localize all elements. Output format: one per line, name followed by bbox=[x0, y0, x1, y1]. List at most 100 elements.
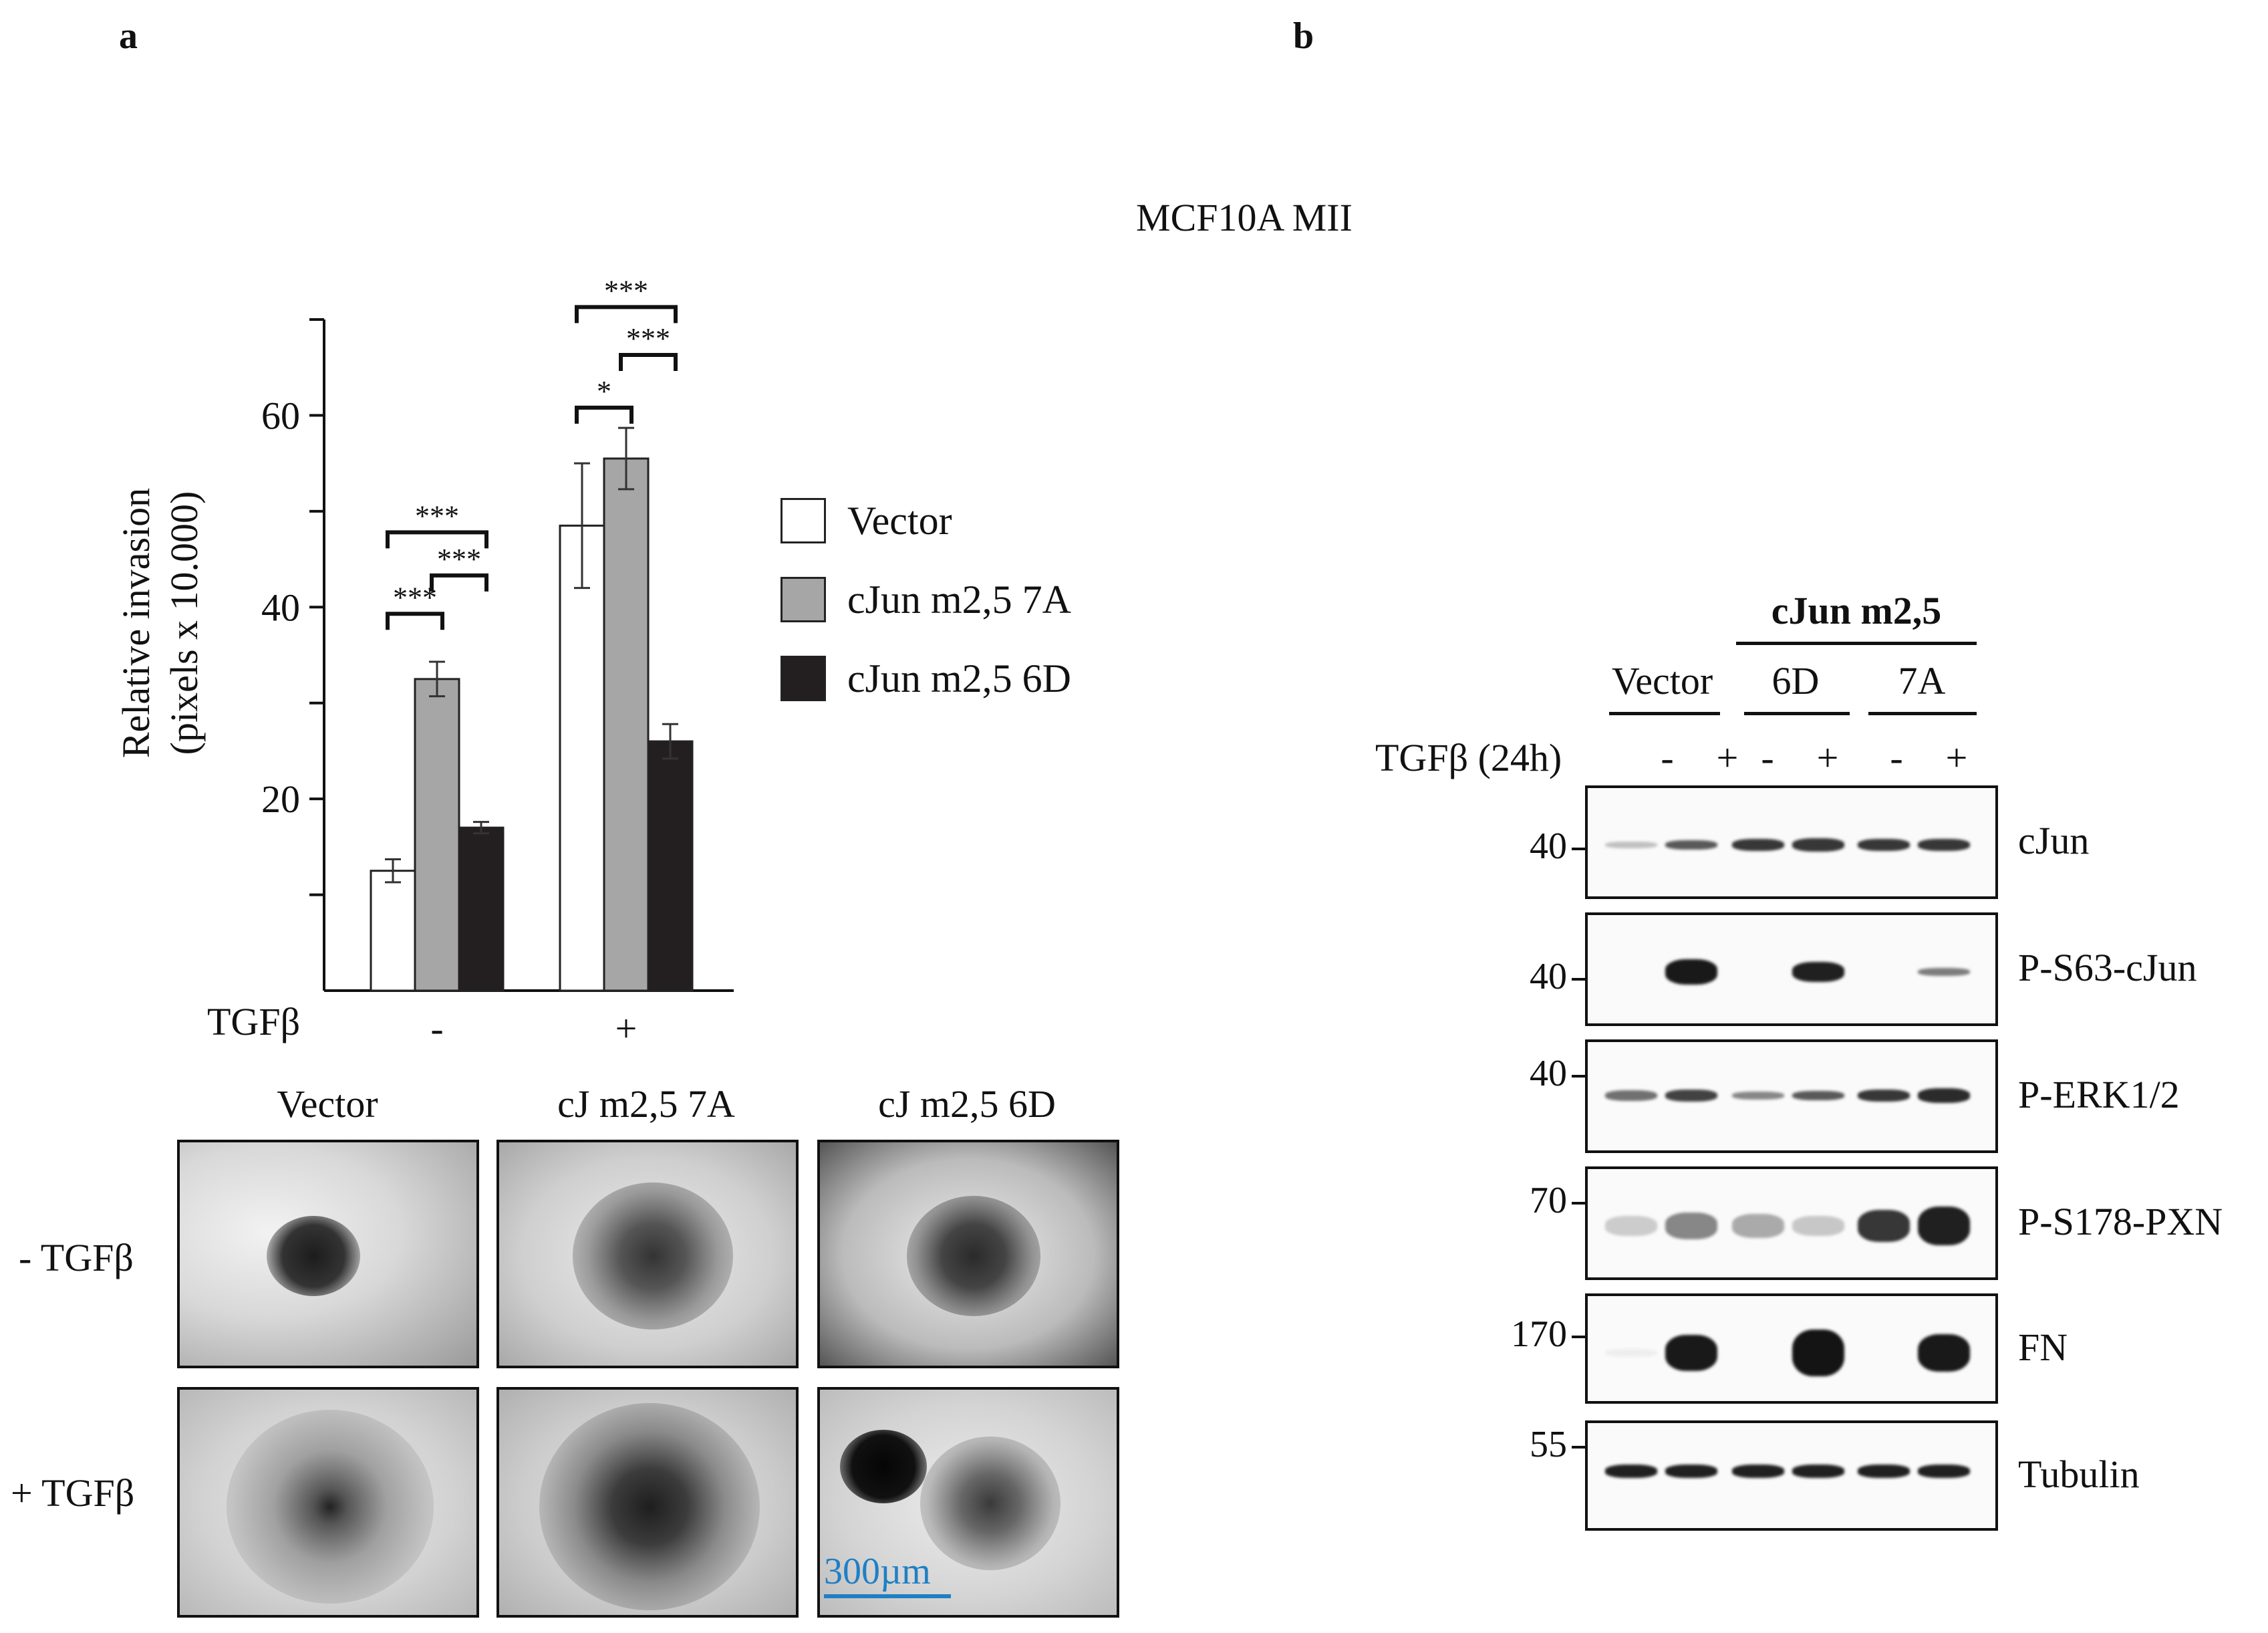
band-5-0 bbox=[1605, 1465, 1657, 1478]
legend-label-6d: cJun m2,5 6D bbox=[847, 656, 1071, 701]
blot-label-0: cJun bbox=[2018, 819, 2090, 862]
treatment-sign-3: + bbox=[1816, 736, 1839, 779]
legend-swatch-6d bbox=[781, 656, 826, 701]
band-0-5 bbox=[1918, 839, 1970, 851]
band-5-5 bbox=[1918, 1465, 1970, 1478]
band-3-5 bbox=[1918, 1207, 1970, 1245]
band-4-3 bbox=[1792, 1330, 1844, 1376]
panel-letter-a: a bbox=[119, 15, 138, 57]
mw-marker-4: 170 bbox=[1511, 1313, 1567, 1355]
image-row-label-minus: - TGFβ bbox=[19, 1236, 134, 1279]
band-2-2 bbox=[1732, 1092, 1784, 1100]
scale-bar: 300µm bbox=[824, 1550, 951, 1598]
band-2-4 bbox=[1858, 1090, 1910, 1102]
band-2-0 bbox=[1605, 1090, 1657, 1101]
blot-fn bbox=[1585, 1293, 1998, 1404]
band-4-0 bbox=[1605, 1349, 1657, 1357]
category-label-0: - bbox=[430, 1007, 443, 1050]
band-2-5 bbox=[1918, 1088, 1970, 1103]
blot-label-3: P-S178-PXN bbox=[2018, 1200, 2223, 1243]
lane-group-vector-underline bbox=[1609, 712, 1720, 715]
band-3-3 bbox=[1792, 1216, 1844, 1236]
legend-swatch-vector bbox=[781, 498, 826, 543]
mw-tick-1 bbox=[1572, 978, 1585, 981]
significance-bracket-0 bbox=[386, 612, 444, 630]
mw-tick-5 bbox=[1572, 1446, 1585, 1449]
lane-group-6d: 6D bbox=[1771, 659, 1820, 703]
mw-tick-4 bbox=[1572, 1336, 1585, 1338]
mw-marker-5: 55 bbox=[1530, 1424, 1567, 1465]
band-3-1 bbox=[1665, 1213, 1717, 1239]
lane-group-7a: 7A bbox=[1898, 659, 1946, 703]
significance-bracket-3 bbox=[575, 405, 633, 424]
blot-cjun bbox=[1585, 785, 1998, 899]
category-label-1: + bbox=[615, 1007, 637, 1050]
group-header-underline bbox=[1736, 642, 1977, 645]
image-col-label-7a: cJ m2,5 7A bbox=[557, 1082, 735, 1126]
lane-group-7a-underline bbox=[1868, 712, 1977, 715]
blot-p-erk1-2 bbox=[1585, 1039, 1998, 1153]
mw-marker-2: 40 bbox=[1530, 1053, 1567, 1094]
image-row-label-plus: + TGFβ bbox=[11, 1471, 135, 1515]
significance-bracket-5 bbox=[575, 305, 678, 324]
panel-b-title: MCF10A MII bbox=[1136, 196, 1353, 239]
bar-0-2 bbox=[458, 826, 505, 992]
treatment-sign-4: - bbox=[1890, 736, 1903, 779]
image-col-label-vector: Vector bbox=[277, 1082, 378, 1126]
lane-group-vector: Vector bbox=[1611, 659, 1713, 703]
band-4-5 bbox=[1918, 1334, 1970, 1372]
blot-p-s63-cjun bbox=[1585, 912, 1998, 1026]
bar-0-1 bbox=[414, 678, 460, 992]
bar-1-2 bbox=[647, 740, 694, 992]
band-0-0 bbox=[1605, 842, 1657, 848]
band-5-1 bbox=[1665, 1465, 1717, 1478]
image-col-label-6d: cJ m2,5 6D bbox=[878, 1082, 1056, 1126]
tgfb-axis-label: TGFβ bbox=[207, 1000, 301, 1043]
blot-label-1: P-S63-cJun bbox=[2018, 946, 2197, 989]
legend-item-6d: cJun m2,5 6D bbox=[781, 639, 1071, 718]
bar-1-1 bbox=[603, 457, 650, 992]
blot-tubulin bbox=[1585, 1420, 1998, 1531]
blot-label-5: Tubulin bbox=[2018, 1452, 2140, 1496]
treatment-sign-5: + bbox=[1945, 736, 1968, 779]
bar-1-0 bbox=[559, 524, 605, 992]
mw-marker-1: 40 bbox=[1530, 956, 1567, 997]
band-2-3 bbox=[1792, 1091, 1844, 1100]
y-tick-label-40: 40 bbox=[261, 586, 300, 629]
treatment-sign-0: - bbox=[1661, 736, 1674, 779]
y-tick-label-20: 20 bbox=[261, 777, 300, 821]
band-1-3 bbox=[1792, 962, 1844, 982]
band-0-1 bbox=[1665, 840, 1717, 850]
mw-marker-3: 70 bbox=[1530, 1180, 1567, 1221]
mw-tick-2 bbox=[1572, 1075, 1585, 1078]
significance-label-1: *** bbox=[437, 543, 481, 576]
group-header-cjun: cJun m2,5 bbox=[1771, 589, 1942, 632]
band-4-1 bbox=[1665, 1335, 1717, 1371]
treatment-label: TGFβ (24h) bbox=[1375, 736, 1562, 779]
legend-label-7a: cJun m2,5 7A bbox=[847, 577, 1071, 622]
y-tick-label-60: 60 bbox=[261, 394, 300, 437]
band-3-0 bbox=[1605, 1216, 1657, 1236]
band-3-4 bbox=[1858, 1210, 1910, 1242]
panel-letter-b: b bbox=[1293, 15, 1314, 57]
scale-bar-label: 300µm bbox=[824, 1551, 931, 1592]
significance-bracket-4 bbox=[619, 353, 678, 372]
micrograph-6d-plus: 300µm bbox=[817, 1387, 1119, 1618]
blot-label-4: FN bbox=[2018, 1325, 2068, 1369]
legend-label-vector: Vector bbox=[847, 498, 952, 543]
band-1-1 bbox=[1665, 959, 1717, 985]
legend: Vector cJun m2,5 7A cJun m2,5 6D bbox=[781, 481, 1071, 718]
significance-label-5: *** bbox=[604, 274, 648, 307]
band-1-5 bbox=[1918, 968, 1970, 976]
legend-item-7a: cJun m2,5 7A bbox=[781, 560, 1071, 639]
band-2-1 bbox=[1665, 1090, 1717, 1102]
band-5-2 bbox=[1732, 1465, 1784, 1478]
micrograph-vector-minus bbox=[177, 1140, 479, 1368]
treatment-sign-2: - bbox=[1761, 736, 1774, 779]
micrograph-7a-plus bbox=[497, 1387, 799, 1618]
significance-label-2: *** bbox=[415, 499, 459, 532]
bar-0-0 bbox=[370, 870, 416, 992]
band-5-4 bbox=[1858, 1465, 1910, 1478]
significance-label-3: * bbox=[597, 375, 611, 408]
